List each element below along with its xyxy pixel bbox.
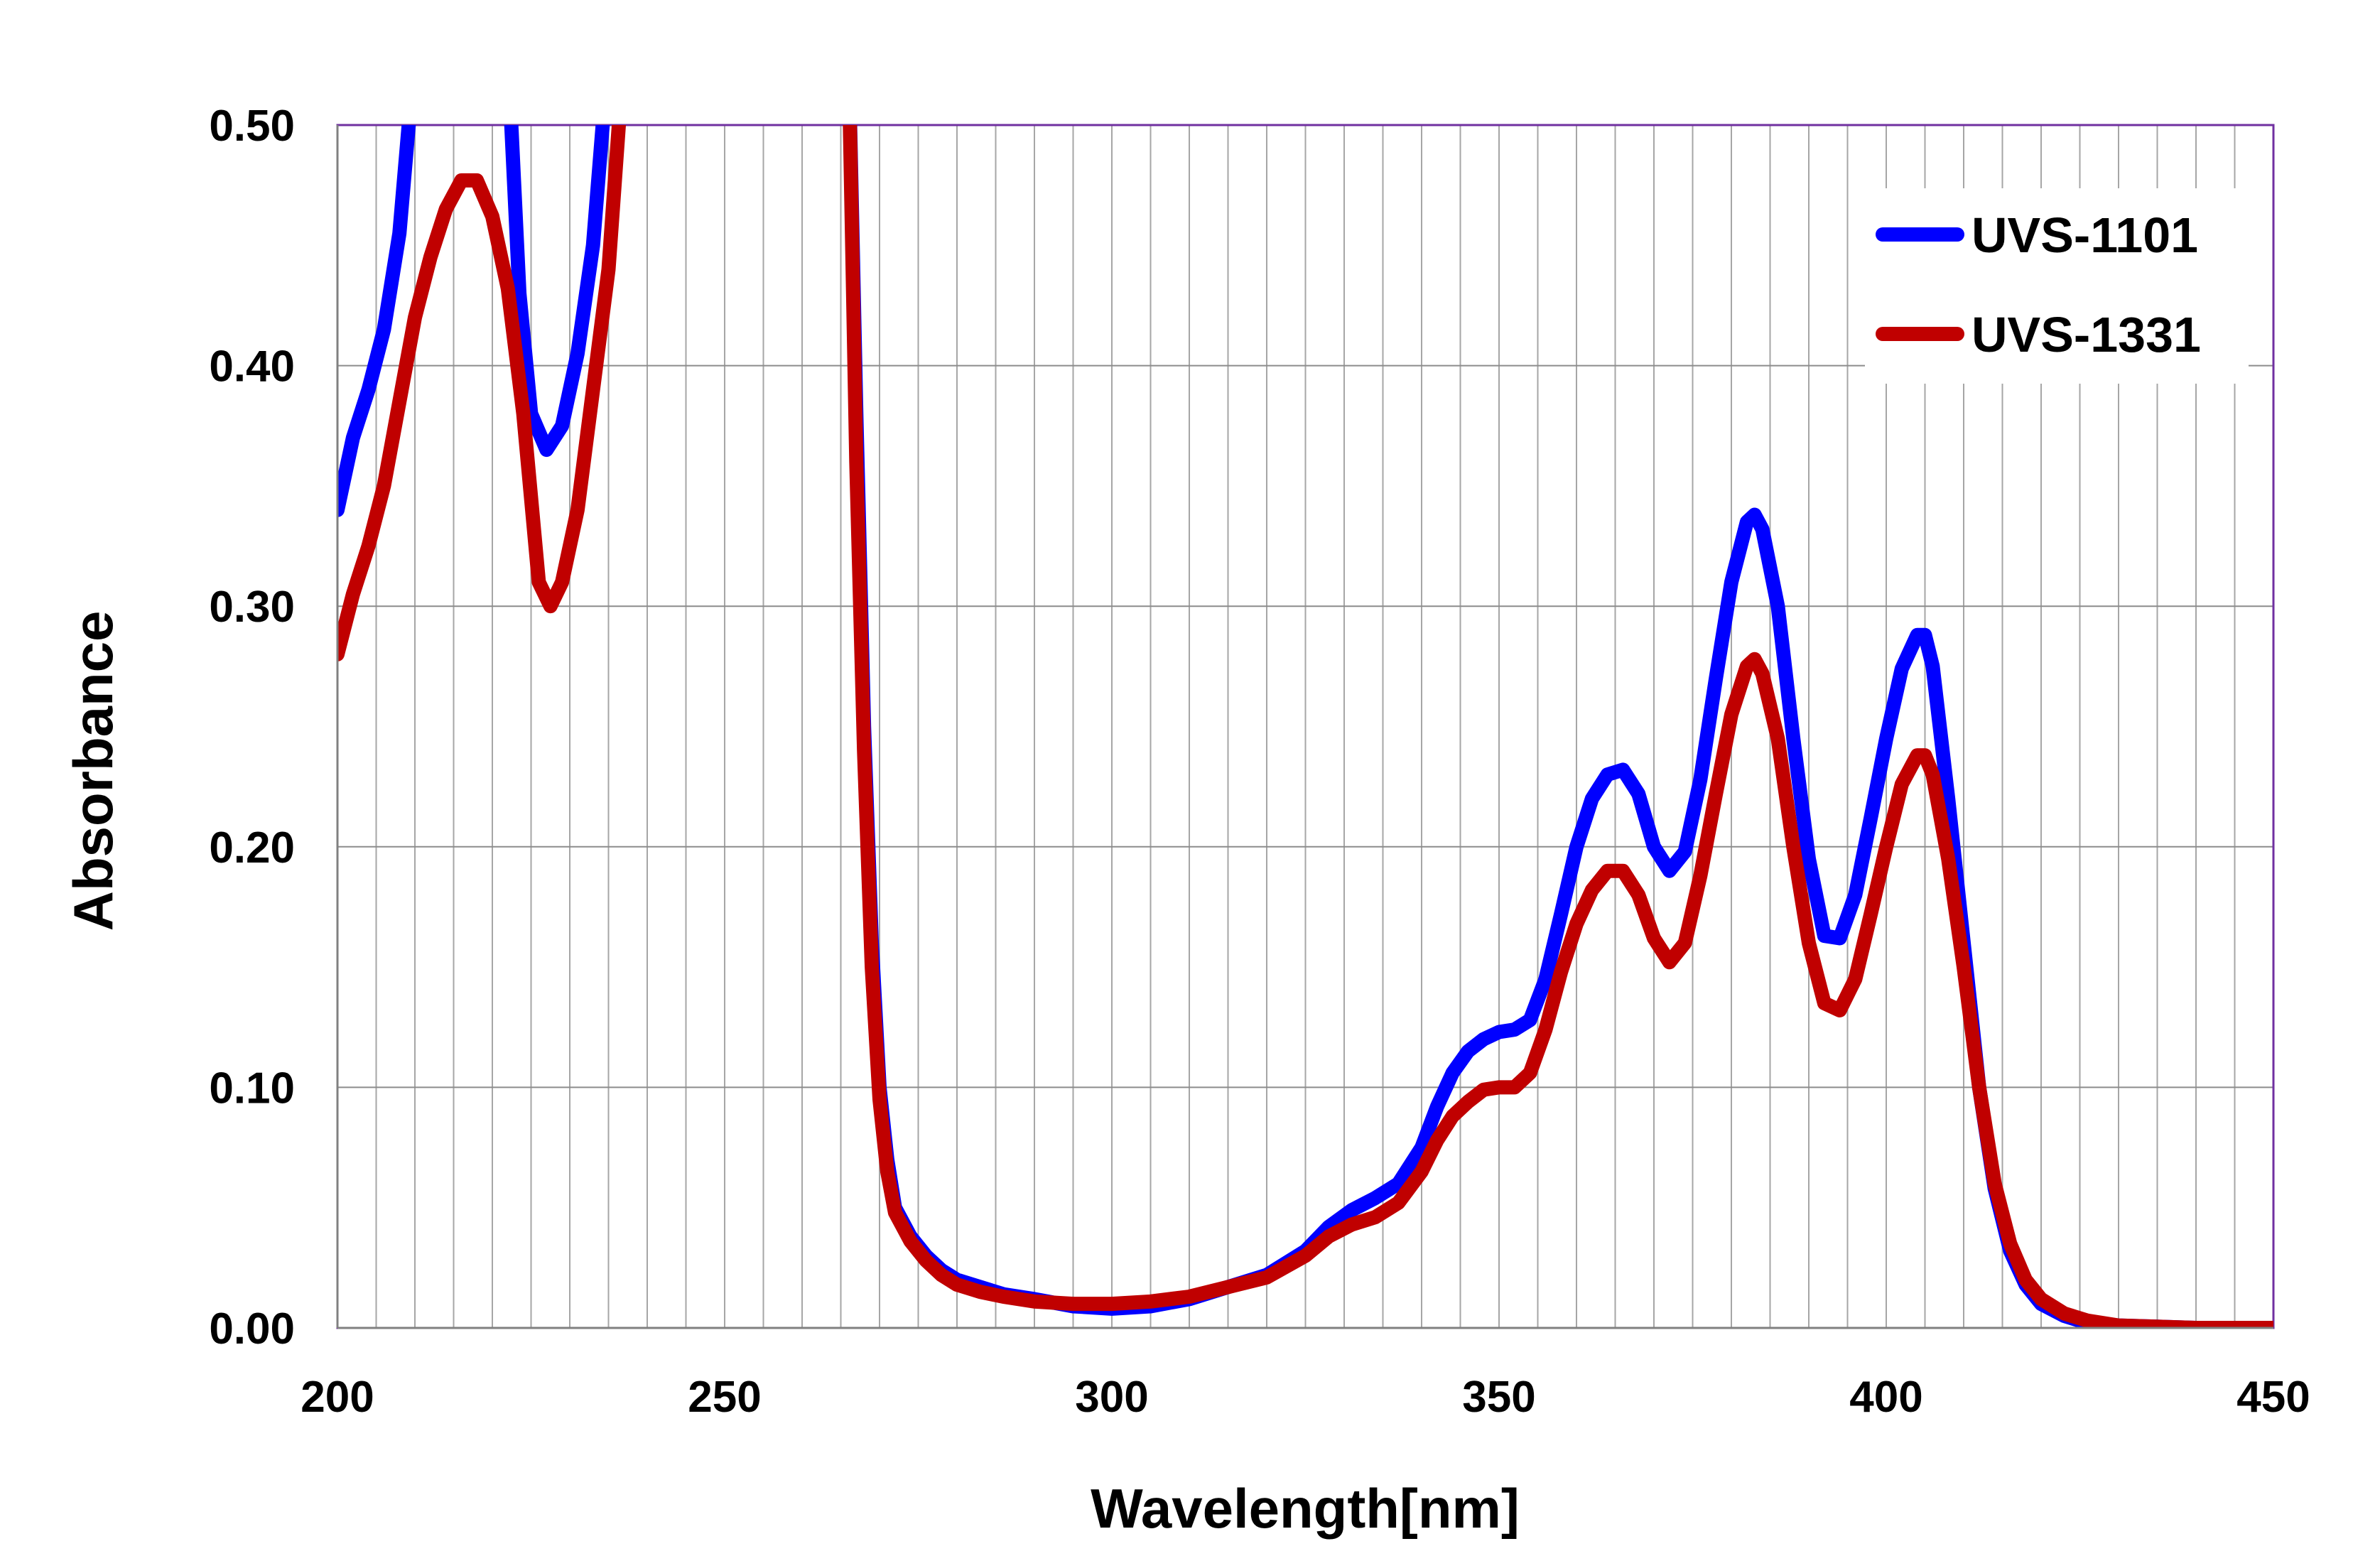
y-tick-label: 0.30 [209,583,295,632]
y-tick-label: 0.20 [209,823,295,872]
legend: UVS-1101 UVS-1331 [1865,188,2249,384]
x-tick-label: 200 [301,1373,374,1422]
y-axis-title: Absorbance [62,611,124,931]
x-tick-label: 350 [1462,1373,1535,1422]
series-line-uvs-1101 [337,125,416,517]
y-tick-label: 0.40 [209,342,295,391]
grid [337,125,2273,1328]
series-line-uvs-1331 [843,125,2273,1328]
x-axis-title: Wavelength[nm] [1091,1477,1520,1540]
x-tick-label: 450 [2236,1373,2310,1422]
series-line-uvs-1101 [504,125,610,458]
legend-label-uvs-1101: UVS-1101 [1971,207,2198,263]
x-tick-label: 300 [1075,1373,1148,1422]
x-tick-label: 250 [688,1373,761,1422]
y-tick-label: 0.50 [209,102,295,151]
series-line-uvs-1331 [337,125,627,661]
x-tick-label: 400 [1849,1373,1922,1422]
series-layer [337,125,2273,1328]
y-tick-label: 0.00 [209,1304,295,1354]
legend-label-uvs-1331: UVS-1331 [1971,307,2201,362]
y-tick-label: 0.10 [209,1064,295,1113]
legend-background [1865,188,2249,384]
axis-layer: 0.00 0.10 0.20 0.30 0.40 0.50 200 250 300 350 400 4… [209,102,2310,1422]
